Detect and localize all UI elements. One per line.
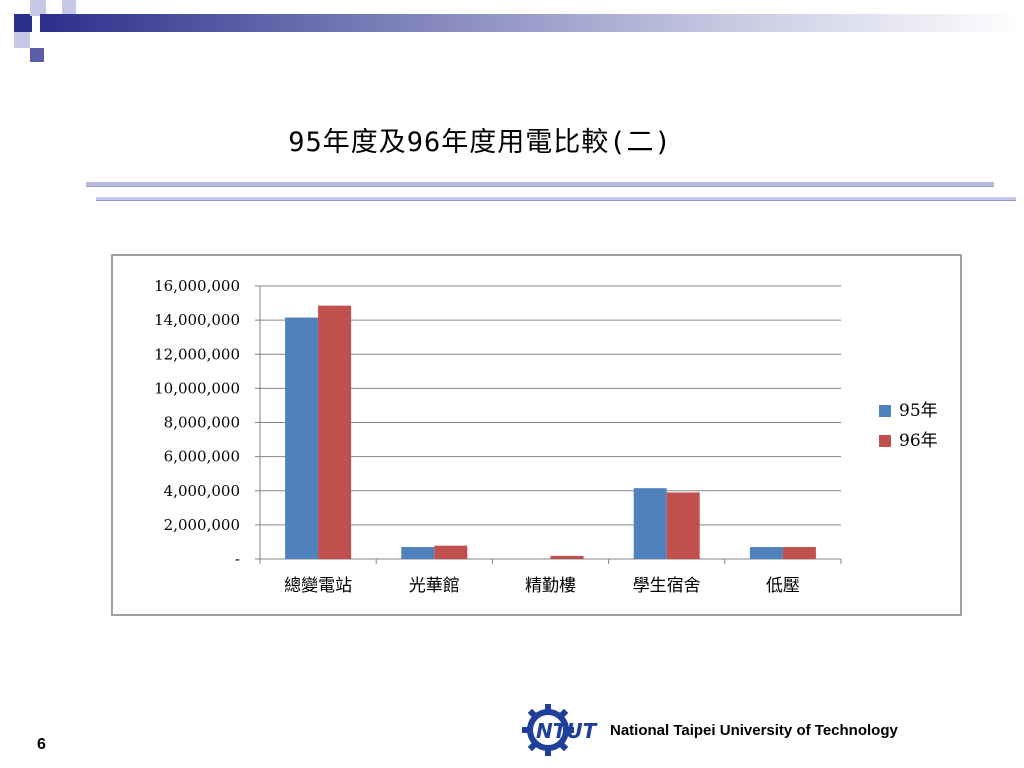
header-gradient-bar [40,14,1024,32]
bar-96 [434,545,468,559]
deco-square-lilac [14,32,30,48]
y-tick-label: 12,000,000 [154,345,240,363]
bar-95 [401,547,435,559]
bar-95 [285,317,319,559]
x-category-label: 學生宿舍 [633,576,701,596]
y-tick-label: 8,000,000 [164,414,240,432]
deco-square-lilac [30,0,46,16]
x-category-label: 光華館 [409,576,460,596]
y-tick-label: 2,000,000 [164,516,240,534]
ntut-gear-logo-icon: NTUT [522,704,598,756]
chart-frame: - 2,000,000 4,000,000 6,000,000 8,000,000 10,… [111,254,962,616]
slide-title: 95年度及96年度用電比較(二) [288,127,672,158]
y-tick-label: - [235,550,240,568]
bar-chart: - 2,000,000 4,000,000 6,000,000 8,000,000 10,… [154,277,938,596]
bar-96 [666,492,700,559]
bar-96 [782,547,816,559]
bar-95 [633,488,667,559]
title-rule-lower [96,197,1016,201]
bar-96 [318,305,352,559]
y-tick-label: 16,000,000 [154,277,240,295]
y-tick-label: 14,000,000 [154,311,240,329]
deco-square-navy [30,48,44,62]
title-rule-upper [86,182,994,187]
y-tick-label: 6,000,000 [164,448,240,466]
logo-text: NTUT [536,719,598,743]
legend-swatch-96 [879,435,891,447]
y-tick-label: 4,000,000 [164,482,240,500]
deco-square-navy [14,14,32,32]
legend-swatch-95 [879,405,891,417]
footer-university-name: National Taipei University of Technology [610,722,898,739]
legend-label: 95年 [899,401,938,421]
bar-96 [550,555,584,559]
y-tick-label: 10,000,000 [154,379,240,397]
x-category-label: 精勤樓 [525,576,576,596]
legend-label: 96年 [899,431,938,451]
deco-square-lilac [62,0,76,14]
x-category-label: 低壓 [766,576,800,596]
x-category-label: 總變電站 [284,576,352,596]
bar-95 [749,547,783,559]
page-number: 6 [37,736,46,753]
